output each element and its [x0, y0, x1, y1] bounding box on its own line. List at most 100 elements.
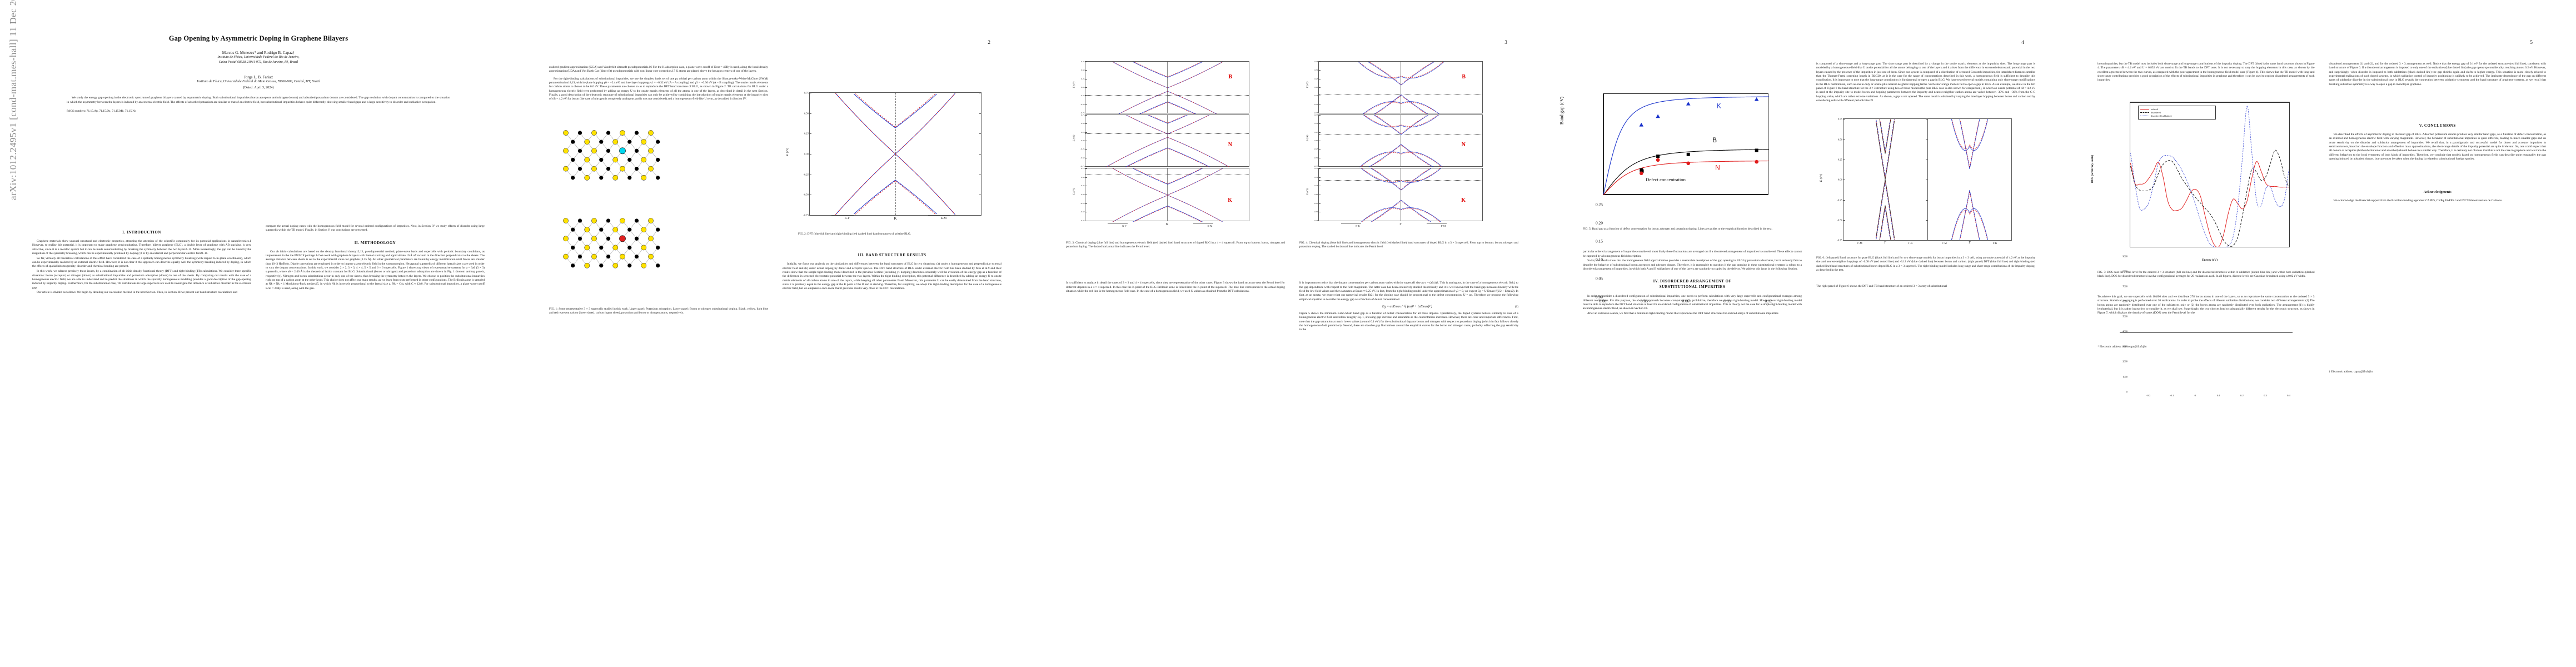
- section-heading-disorder-line2: SUBSTITUTIONAL IMPURITIES: [1659, 284, 1726, 289]
- y-tick-label: -0.75: [1080, 165, 1085, 167]
- page-5: 5 boron impurities, but the TB model now…: [2067, 0, 2576, 667]
- x-tick-label: 0.06: [1682, 298, 1690, 303]
- fig7-plot-area: ordered disordered disordered (sublattic…: [2130, 101, 2290, 247]
- date-line: (Dated: April 3, 2024): [243, 86, 274, 90]
- legend-label-disordered-sublattice: disordered (sublattice): [2151, 114, 2172, 117]
- fig6-y-axis-label: E (eV): [1820, 174, 1823, 182]
- paragraph: Graphene materials show unusual structur…: [32, 240, 251, 255]
- panel-label-b: B: [1228, 74, 1232, 80]
- figure-2: E (eV) 0.75 0.50 0.25 0.00 -0.25 -0.50 -0.75 K…: [786, 92, 1001, 237]
- page-number: 5: [2530, 40, 2533, 46]
- y-tick-label: -0.25: [1314, 202, 1318, 205]
- figure-4: B 0.75 0.50 0.25 0.00 -0.25 -0.50 -0.75 E (eV) N 0…: [1299, 61, 1518, 250]
- paragraph: We acknowledge the financial support fro…: [2333, 199, 2503, 203]
- fig3-xtick-2: K-M: [1207, 225, 1213, 227]
- paragraph: In this work, we address precisely these…: [32, 270, 251, 290]
- y-tick-label: 0: [2126, 390, 2127, 394]
- x-tick-label: 0.03: [1641, 298, 1648, 303]
- y-tick-label: -0.50: [1314, 156, 1318, 159]
- y-tick-label: 0.25: [1314, 131, 1318, 133]
- paragraph: compare the actual doping cases with the…: [266, 225, 485, 232]
- fig7-x-axis-label: Energy (eV): [2202, 258, 2218, 262]
- y-tick-label: -0.50: [803, 193, 809, 196]
- paragraph: is composed of a short-range and a long-…: [1816, 62, 2035, 102]
- y-tick-label: 0.00: [1081, 140, 1085, 142]
- series-label-N: N: [1715, 164, 1720, 172]
- footnote-rule: [2120, 332, 2293, 333]
- fig6-right-xtick-1: Γ: [1969, 241, 1971, 245]
- y-tick-label: -0.25: [1314, 94, 1318, 97]
- footnote-1: * Electronic address: marcosgm@if.ufrj.b…: [2097, 345, 2147, 349]
- page2-col2: E (eV) 0.75 0.50 0.25 0.00 -0.25 -0.50 -0.75 K…: [783, 66, 1001, 315]
- y-tick-label: -0.50: [1314, 103, 1318, 106]
- panel-label-b: B: [1462, 74, 1466, 80]
- fermi-level-line: [1319, 180, 1482, 181]
- page-number: 3: [1504, 40, 1507, 46]
- figure-5-caption: FIG. 5: Band gap as a function of defect…: [1583, 227, 1772, 231]
- page-title: Gap Opening by Asymmetric Doping in Grap…: [168, 34, 348, 42]
- fermi-level-line: [1085, 133, 1249, 134]
- y-tick-label: 0.00: [1314, 193, 1318, 196]
- section-heading-intro: I. INTRODUCTION: [122, 230, 161, 235]
- x-tick-label: 0.09: [1723, 298, 1731, 303]
- panel-label-n: N: [1228, 142, 1232, 148]
- equation-1: Eg = ασEmax / √( (ασ)² + (αEmax)² ) (1): [1382, 305, 1518, 309]
- legend-label-disordered: disordered: [2151, 111, 2161, 114]
- y-tick-label: 5000: [2122, 315, 2127, 318]
- figure-2-caption: FIG. 2: DFT (blue full line) and tight-b…: [798, 232, 911, 236]
- y-tick-label: 4000: [2122, 330, 2127, 333]
- paragraph: disordered arrangements (1) and (2), and…: [2329, 62, 2547, 86]
- band-panel-n: N 0.75 0.50 0.25 0.00 -0.25 -0.50 -0.75 E (eV): [1306, 114, 1483, 168]
- y-tick-label: 0.00: [1314, 140, 1318, 142]
- y-tick-label: 0.50: [1081, 176, 1085, 178]
- x-tick-label: 0.4: [2287, 394, 2290, 397]
- y-tick-label: -0.25: [1080, 94, 1085, 97]
- legend-row: disordered: [2140, 111, 2214, 114]
- y-tick-label: -0.25: [1080, 202, 1085, 205]
- page3-col1: B 0.75 0.50 0.25 0.00 -0.25 -0.50 -0.75 E (eV) N 0…: [1066, 61, 1285, 333]
- page-1: arXiv:1012.2495v1 [cond-mat.mes-hall] 11…: [0, 0, 517, 667]
- authors-line-1: Marcos G. Menezes* and Rodrigo B. Capaz†: [222, 51, 295, 55]
- page-4: 4 Band gap (eV) K B N 0.00 0.03 0.06 0.09 0.12…: [1551, 0, 2067, 667]
- fig6-right-panel: [1927, 118, 2012, 241]
- y-tick-label: 0.25: [1596, 202, 1603, 207]
- figure-1-lattice: [549, 121, 768, 304]
- paragraph: boron impurities, but the TB model now i…: [2097, 62, 2315, 82]
- fig7-legend: ordered disordered disordered (sublattic…: [2138, 105, 2216, 120]
- x-tick-label: 0.2: [2240, 394, 2244, 397]
- x-tick-label: 0: [2194, 394, 2196, 397]
- y-tick-label: 0.00: [1081, 86, 1085, 88]
- y-tick-label: 0.50: [1081, 69, 1085, 72]
- figure-7: DOS (arbitrary units) ordered disordered: [2091, 101, 2315, 397]
- x-tick-label: 0.12: [1765, 298, 1772, 303]
- paragraph: After an extensive search, we find that …: [1587, 312, 1778, 316]
- x-tick-label: -0.2: [2146, 394, 2151, 397]
- y-tick-label: -0.75: [1080, 112, 1085, 114]
- y-tick-label: 0.75: [1314, 61, 1318, 63]
- panel-y-axis-label: E (eV): [1306, 81, 1309, 88]
- paragraph: eralized gradient approximation (GGA) an…: [549, 66, 768, 73]
- fig2-xtick-0: K-Γ: [844, 217, 850, 220]
- y-tick-label: -0.25: [1837, 198, 1842, 202]
- affiliation-1a: Instituto de Física, Universidade Federa…: [217, 56, 300, 59]
- fig2-xtick-1: K: [894, 216, 897, 221]
- section-heading-disorder: IV. DISORDERED ARRANGEMENT OF SUBSTITUTI…: [1583, 279, 1802, 290]
- paragraph: It is sufficient to analyze in detail th…: [1066, 281, 1285, 293]
- y-tick-label: -0.50: [1837, 218, 1842, 222]
- band-panel-b: B 0.75 0.50 0.25 0.00 -0.25 -0.50 -0.75 E (eV): [1072, 61, 1249, 115]
- y-tick-label: 0.15: [1596, 238, 1603, 244]
- fig6-left-panel: 0.75 0.50 0.25 0.00 -0.25 -0.50 -0.75: [1837, 118, 1927, 242]
- y-tick-label: -0.75: [803, 213, 809, 217]
- authors-line-2: Jorge L. B. Faria‡: [244, 75, 273, 80]
- panel-label-n: N: [1461, 142, 1466, 148]
- page-3: 3 B 0.75 0.50 0.25 0.00 -0.25 -0.50 -0.75 E (eV)…: [1034, 0, 1551, 667]
- section-heading-conclusions: V. CONCLUSIONS: [2419, 123, 2456, 128]
- section-heading-methodology: II. METHODOLOGY: [354, 240, 396, 245]
- figure-3: B 0.75 0.50 0.25 0.00 -0.25 -0.50 -0.75 E (eV) N 0…: [1066, 61, 1285, 250]
- panel-label-k: K: [1461, 197, 1466, 203]
- figure-6-caption: FIG. 6: (left panel) Band structure for …: [1816, 256, 2035, 272]
- legend-row: disordered (sublattice): [2140, 115, 2214, 117]
- paragraph: It is important to notice that the dopan…: [1299, 281, 1518, 301]
- y-tick-label: -0.75: [1837, 238, 1842, 242]
